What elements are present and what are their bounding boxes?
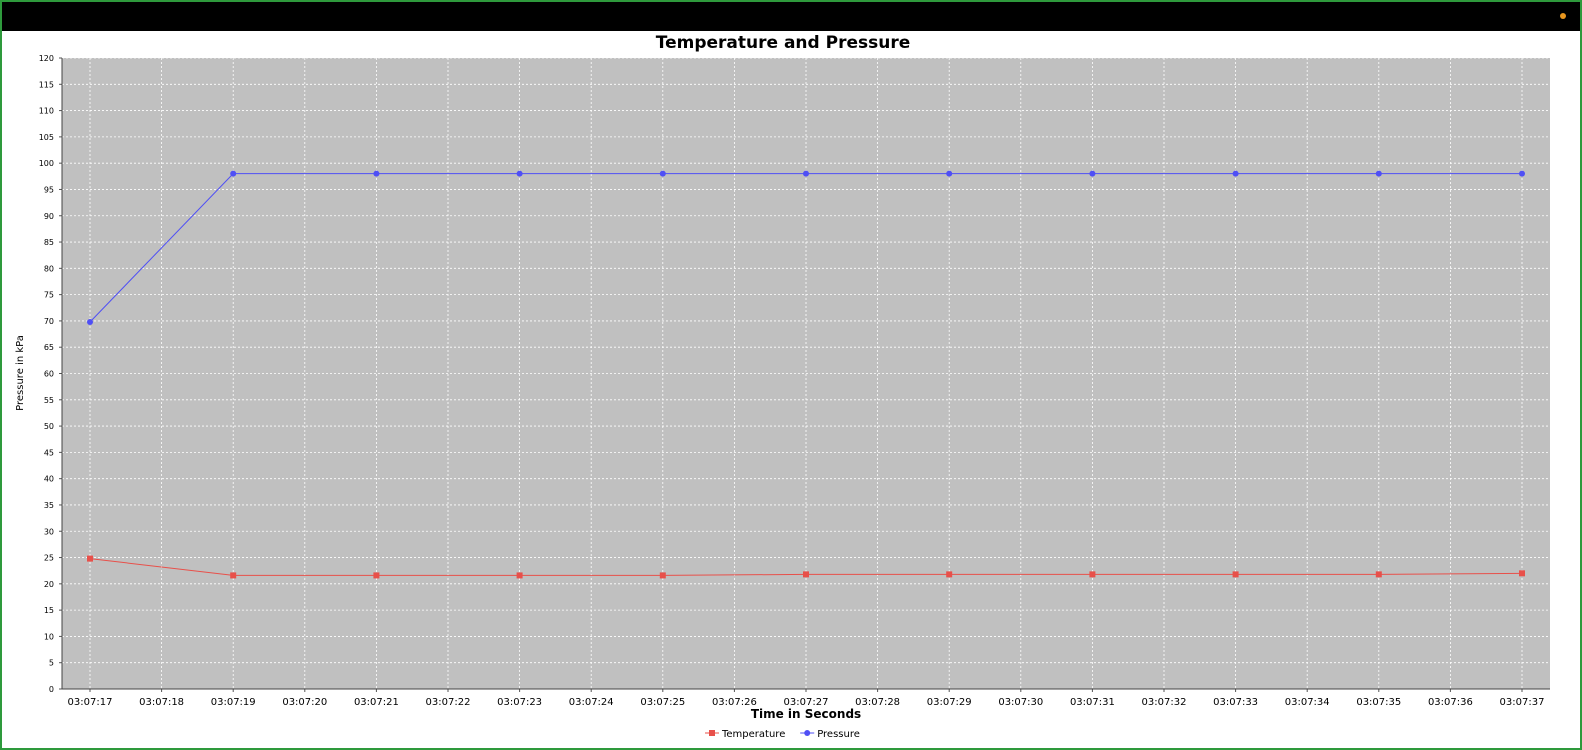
- pressure-point: [659, 170, 666, 177]
- pressure-point: [1519, 170, 1525, 177]
- y-tick-label: 10: [44, 632, 54, 641]
- temperature-legend-label: Temperature: [721, 729, 785, 740]
- y-tick-label: 75: [44, 291, 54, 300]
- temperature-point: [1519, 570, 1525, 577]
- x-tick-label: 03:07:31: [1070, 697, 1115, 708]
- y-tick-label: 35: [44, 501, 54, 510]
- y-tick-label: 115: [39, 80, 54, 89]
- x-tick-label: 03:07:24: [569, 697, 614, 708]
- x-tick-label: 03:07:20: [282, 697, 327, 708]
- pressure-legend-marker: [804, 730, 811, 736]
- x-tick-label: 03:07:26: [712, 697, 757, 708]
- status-indicator-icon: [1560, 13, 1566, 19]
- x-tick-label: 03:07:35: [1356, 697, 1401, 708]
- y-tick-label: 55: [44, 396, 54, 405]
- x-tick-label: 03:07:23: [497, 697, 542, 708]
- y-tick-label: 120: [39, 54, 54, 63]
- pressure-point: [230, 170, 237, 177]
- x-tick-label: 03:07:27: [784, 697, 829, 708]
- temperature-point: [659, 572, 666, 579]
- pressure-point: [1089, 170, 1096, 177]
- y-tick-label: 60: [44, 370, 54, 379]
- y-tick-label: 110: [39, 107, 54, 116]
- y-tick-label: 50: [44, 422, 54, 431]
- series-lines: [87, 170, 1525, 579]
- pressure-point: [946, 170, 953, 177]
- x-tick-label: 03:07:34: [1285, 697, 1330, 708]
- y-axis-label: Pressure in kPa: [15, 335, 26, 411]
- y-tick-label: 30: [44, 527, 54, 536]
- pressure-point: [516, 170, 523, 177]
- x-tick-label: 03:07:28: [855, 697, 900, 708]
- y-tick-label: 70: [44, 317, 54, 326]
- pressure-point: [1375, 170, 1382, 177]
- x-tick-label: 03:07:25: [640, 697, 685, 708]
- y-tick-label: 80: [44, 264, 54, 273]
- pressure-point: [373, 170, 380, 177]
- temperature-point: [1089, 571, 1096, 578]
- temperature-point: [373, 572, 380, 579]
- x-tick-label: 03:07:22: [426, 697, 471, 708]
- y-tick-label: 85: [44, 238, 54, 247]
- x-tick-label: 03:07:36: [1428, 697, 1473, 708]
- x-axis-label: Time in Seconds: [751, 707, 861, 721]
- x-tick-label: 03:07:19: [211, 697, 256, 708]
- y-tick-label: 20: [44, 580, 54, 589]
- chart-title: Temperature and Pressure: [655, 33, 911, 53]
- y-tick-label: 65: [44, 343, 54, 352]
- x-tick-label: 03:07:18: [139, 697, 184, 708]
- y-tick-label: 25: [44, 554, 54, 563]
- x-tick-label: 03:07:37: [1500, 697, 1545, 708]
- window-title-bar: [2, 2, 1580, 31]
- temperature-point: [803, 571, 809, 578]
- grid-lines: [62, 57, 1550, 689]
- x-tick-label: 03:07:29: [927, 697, 972, 708]
- y-tick-label: 15: [44, 606, 54, 615]
- temperature-point: [1232, 571, 1239, 578]
- temperature-point: [1375, 571, 1382, 578]
- temperature-point: [230, 572, 237, 579]
- y-tick-label: 45: [44, 448, 54, 457]
- y-tick-label: 5: [49, 659, 54, 668]
- y-tick-label: 95: [44, 185, 54, 194]
- x-tick-label: 03:07:32: [1142, 697, 1187, 708]
- pressure-legend-label: Pressure: [817, 729, 860, 740]
- x-tick-label: 03:07:21: [354, 697, 399, 708]
- axes: 0 5 10 15 20 25 30 35 40 45 50 55 60 65 70 75 80 85 90 95 10…: [39, 54, 1550, 708]
- y-tick-label: 90: [44, 212, 54, 221]
- pressure-point: [803, 170, 809, 177]
- y-tick-label: 0: [49, 685, 54, 694]
- y-tick-label: 40: [44, 475, 54, 484]
- legend: Temperature Pressure: [705, 729, 860, 740]
- temperature-point: [516, 572, 523, 579]
- temperature-point: [87, 555, 93, 562]
- pressure-point: [87, 318, 93, 325]
- x-tick-label: 03:07:33: [1213, 697, 1258, 708]
- pressure-point: [1232, 170, 1239, 177]
- temperature-point: [946, 571, 953, 578]
- x-tick-label: 03:07:30: [998, 697, 1043, 708]
- x-tick-label: 03:07:17: [68, 697, 113, 708]
- y-tick-label: 105: [39, 133, 54, 142]
- y-tick-label: 100: [39, 159, 54, 168]
- temperature-legend-marker: [709, 730, 715, 736]
